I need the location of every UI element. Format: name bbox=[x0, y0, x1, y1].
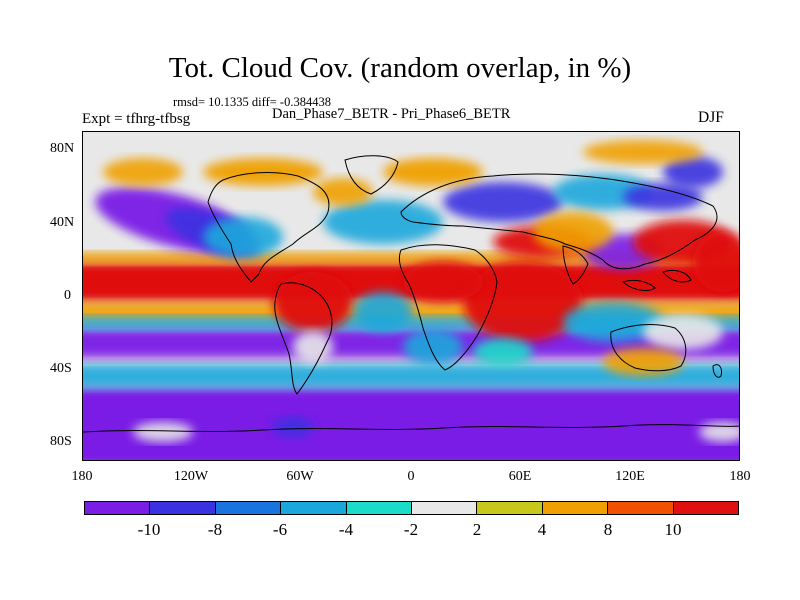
colorbar-label: 10 bbox=[664, 520, 682, 539]
colorbar bbox=[84, 501, 739, 515]
difference-name: Dan_Phase7_BETR - Pri_Phase6_BETR bbox=[272, 106, 511, 122]
lon-label-0: 0 bbox=[407, 469, 415, 484]
contour-blob bbox=[383, 158, 483, 186]
contour-blob bbox=[603, 348, 683, 376]
colorbar-swatch bbox=[608, 502, 674, 514]
contour-blob bbox=[273, 272, 353, 332]
contour-blob bbox=[203, 158, 323, 186]
contour-blob bbox=[463, 262, 583, 342]
contour-blob bbox=[103, 158, 183, 186]
season-label: DJF bbox=[698, 109, 724, 126]
colorbar-label: 2 bbox=[472, 520, 482, 539]
lat-label-80s: 80S bbox=[50, 434, 72, 449]
contour-blob bbox=[313, 178, 373, 206]
colorbar-swatch bbox=[542, 502, 609, 514]
coastlines bbox=[83, 155, 739, 433]
map-canvas bbox=[83, 132, 739, 460]
contour-blob bbox=[643, 314, 723, 350]
contour-blob bbox=[403, 329, 463, 365]
contour-blob bbox=[693, 232, 739, 292]
lon-label-180e: 180 bbox=[729, 469, 751, 484]
lon-label-60e: 60E bbox=[508, 469, 532, 484]
colorbar-label: -10 bbox=[137, 520, 161, 539]
lon-label-120e: 120E bbox=[615, 469, 645, 484]
colorbar-label: -6 bbox=[272, 520, 288, 539]
contour-blob bbox=[323, 200, 443, 244]
colorbar-label: -2 bbox=[403, 520, 419, 539]
lat-label-0: 0 bbox=[64, 288, 71, 303]
colorbar-swatch bbox=[281, 502, 347, 514]
lon-label-180w: 180 bbox=[71, 469, 93, 484]
colorbar-swatch bbox=[412, 502, 478, 514]
contour-blob bbox=[583, 140, 703, 164]
colorbar-label: -8 bbox=[207, 520, 223, 539]
contour-blob bbox=[273, 417, 313, 437]
contour-band bbox=[83, 387, 739, 460]
lon-label-60w: 60W bbox=[286, 469, 314, 484]
colorbar-swatch bbox=[346, 502, 413, 514]
contour-blob bbox=[473, 338, 533, 366]
contour-blob bbox=[663, 156, 723, 188]
colorbar-label: 4 bbox=[537, 520, 547, 539]
contour-blob bbox=[533, 212, 613, 252]
colorbar-swatch bbox=[673, 502, 739, 514]
colorbar-swatch bbox=[215, 502, 282, 514]
contour-blob bbox=[403, 262, 483, 302]
experiment-label: Expt = tfhrg-tfbsg bbox=[82, 111, 191, 127]
contour-blob bbox=[563, 302, 663, 342]
lat-label-40n: 40N bbox=[50, 215, 75, 230]
lat-label-40s: 40S bbox=[50, 361, 72, 376]
contour-blob bbox=[293, 331, 333, 363]
colorbar-label: -4 bbox=[338, 520, 354, 539]
contour-field bbox=[83, 140, 739, 460]
contour-blob bbox=[353, 292, 413, 332]
map-title: Tot. Cloud Cov. (random overlap, in %) bbox=[168, 52, 632, 84]
lon-label-120w: 120W bbox=[173, 469, 209, 484]
colorbar-swatch bbox=[85, 502, 151, 514]
colorbar-swatch bbox=[150, 502, 216, 514]
cloud-cover-difference-map bbox=[82, 131, 740, 461]
contour-blob bbox=[443, 182, 563, 222]
lat-label-80n: 80N bbox=[50, 141, 75, 156]
contour-blob bbox=[203, 217, 283, 257]
contour-blob bbox=[623, 183, 703, 211]
contour-blob bbox=[699, 422, 739, 442]
rmsd-diff-stats: rmsd= 10.1335 diff= -0.384438 bbox=[173, 95, 331, 109]
colorbar-swatch bbox=[477, 502, 543, 514]
colorbar-label: 8 bbox=[603, 520, 613, 539]
contour-blob bbox=[133, 422, 193, 442]
